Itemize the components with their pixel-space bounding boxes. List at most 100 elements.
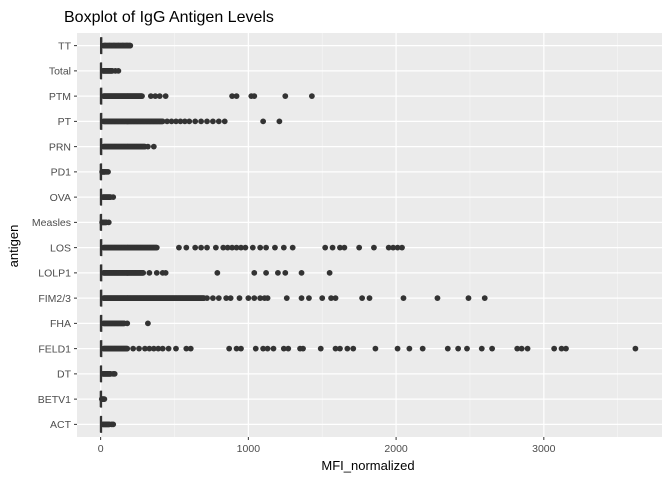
outlier-point [394, 244, 401, 251]
outlier-point [518, 345, 525, 352]
outlier-point [344, 345, 351, 352]
y-tick-label: FELD1 [38, 343, 71, 355]
outlier-point [394, 345, 401, 352]
outlier-point [282, 93, 289, 100]
outlier-point [153, 244, 160, 251]
outlier-point [481, 295, 488, 302]
outlier-point [300, 345, 306, 352]
outlier-point [264, 345, 271, 352]
outlier-point [289, 244, 296, 251]
boxplot-los [99, 239, 405, 257]
outlier-point [183, 244, 190, 251]
outlier-point [181, 118, 188, 125]
outlier-point [372, 345, 379, 352]
outlier-point [162, 269, 169, 276]
x-axis-title: MFI_normalized [321, 458, 414, 473]
outlier-point [514, 345, 521, 352]
outlier-point [164, 118, 171, 125]
outlier-point [224, 244, 231, 251]
outlier-point [350, 345, 357, 352]
outlier-point [145, 143, 151, 150]
outlier-point [285, 345, 292, 352]
outlier-point [282, 269, 289, 276]
outlier-point [478, 345, 485, 352]
boxplot-ova [99, 188, 117, 206]
outlier-point [136, 345, 142, 352]
outlier-point [229, 93, 236, 100]
outlier-point [127, 42, 134, 49]
outlier-point [236, 295, 243, 302]
outlier-point [204, 295, 210, 302]
outlier-point [110, 421, 117, 428]
boxplot-ptm [99, 87, 315, 105]
outlier-point [124, 320, 131, 327]
x-tick-label: 0 [98, 443, 104, 455]
outlier-point [183, 345, 190, 352]
chart-title: Boxplot of IgG Antigen Levels [64, 9, 274, 26]
outlier-point [140, 269, 147, 276]
outlier-point [322, 244, 329, 251]
outlier-point [252, 345, 259, 352]
outlier-point [317, 345, 324, 352]
outlier-point [173, 345, 179, 352]
outlier-point [298, 295, 305, 302]
x-tick-label: 2000 [384, 443, 408, 455]
outlier-point [308, 93, 315, 100]
outlier-point [215, 118, 222, 125]
outlier-point [146, 269, 153, 276]
y-tick-label: DT [57, 369, 72, 381]
outlier-point [465, 295, 472, 302]
outlier-point [280, 345, 287, 352]
outlier-point [142, 345, 148, 352]
outlier-point [319, 295, 326, 302]
y-tick-label: PD1 [51, 167, 72, 179]
outlier-point [434, 295, 441, 302]
outlier-point [192, 118, 199, 125]
outlier-point [444, 345, 451, 352]
outlier-point [257, 295, 264, 302]
y-tick-label: LOS [50, 242, 71, 254]
boxplot-fha [99, 314, 151, 332]
outlier-point [165, 345, 172, 352]
outlier-point [332, 295, 339, 302]
y-tick-label: PRN [49, 141, 71, 153]
outlier-point [260, 345, 267, 352]
boxplot-betv1 [98, 390, 108, 408]
outlier-point [223, 295, 230, 302]
boxplot-prn [99, 138, 157, 156]
y-tick-label: TT [58, 40, 71, 52]
outlier-point [341, 244, 348, 251]
outlier-point [489, 345, 496, 352]
outlier-point [328, 295, 334, 302]
outlier-point [210, 118, 216, 125]
outlier-point [326, 269, 333, 276]
outlier-point [115, 67, 122, 74]
outlier-point [214, 269, 221, 276]
outlier-point [124, 345, 131, 352]
outlier-point [276, 118, 283, 125]
outlier-point [419, 345, 426, 352]
outlier-point [275, 269, 281, 276]
outlier-point [332, 345, 339, 352]
y-tick-label: PT [58, 116, 72, 128]
outlier-point [263, 244, 269, 251]
outlier-point [264, 295, 271, 302]
outlier-point [111, 42, 117, 49]
boxplot-tt [99, 37, 134, 55]
outlier-point [337, 244, 343, 251]
outlier-point [400, 295, 407, 302]
x-tick-label: 3000 [532, 443, 556, 455]
outlier-point [155, 345, 162, 352]
boxplot-fim2-3 [99, 289, 488, 307]
outlier-point [245, 295, 252, 302]
outlier-point [198, 244, 204, 251]
outlier-point [306, 295, 312, 302]
outlier-point [563, 345, 569, 352]
y-axis-title: antigen [6, 225, 21, 268]
outlier-point [251, 269, 258, 276]
outlier-point [220, 244, 227, 251]
outlier-point [173, 118, 179, 125]
outlier-point [162, 93, 169, 100]
x-axis: 0 1000 2000 3000 [98, 437, 556, 455]
